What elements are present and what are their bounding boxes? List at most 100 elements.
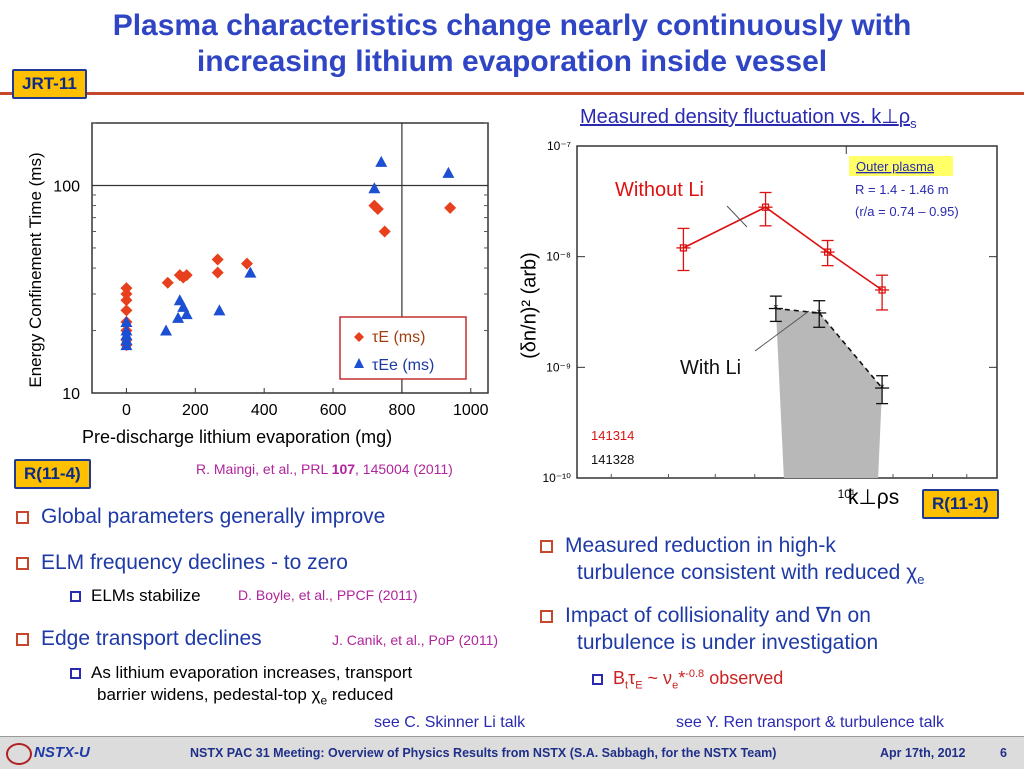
x-tick-label: 600: [320, 402, 347, 419]
tauE-point: [211, 266, 224, 279]
confinement-chart: 0 200 400 600 800 1000 10 100 τE (ms) τEe (ms): [53, 122, 489, 419]
info-box-line-1: Outer plasma: [856, 159, 935, 174]
chart-legend: τE (ms) τEe (ms): [339, 316, 467, 380]
y-tick-label: 10⁻⁷: [547, 139, 571, 153]
scaling-expression: BtτE ~ νe*-0.8: [613, 668, 705, 692]
y-tick-label: 10⁻¹⁰: [543, 471, 572, 485]
tauEe-point: [368, 182, 381, 194]
chi-symbol: χ: [906, 561, 918, 584]
shot-number-red: 141314: [591, 428, 634, 443]
sub-bullet-elms: ELMs stabilize: [70, 585, 201, 607]
bullet-square-icon: [16, 632, 29, 646]
fluctuation-chart: 10⁻⁷ 10⁻⁸ 10⁻⁹ 10⁻¹⁰ 10¹ * * * Without Li With…: [543, 139, 998, 498]
x-tick-label: 10¹: [838, 487, 855, 498]
bullet-line-2: turbulence is under investigation: [577, 631, 879, 654]
tauE-point: [120, 304, 133, 317]
legend-marker-tauEe: [354, 358, 364, 368]
x-tick-label: 0: [122, 402, 131, 419]
ref-boyle: D. Boyle, et al., PPCF (2011): [238, 587, 418, 603]
right-x-axis-label: k⊥ρs: [848, 486, 900, 509]
ref-maingi-vol: 107: [331, 461, 356, 477]
chart-ticks: 0 200 400 600 800 1000 10 100: [53, 122, 489, 419]
ref-canik: J. Canik, et al., PoP (2011): [332, 632, 499, 648]
info-box-line-3: (r/a = 0.74 – 0.95): [855, 204, 959, 219]
x-tick-label: 400: [251, 402, 278, 419]
info-box: Outer plasma R = 1.4 - 1.46 m (r/a = 0.7…: [849, 156, 959, 219]
y-tick-label: 100: [53, 178, 80, 195]
shot-number-black: 141328: [591, 452, 634, 467]
tauEe-point: [160, 324, 173, 336]
sub-bullet-text: ELMs stabilize: [91, 586, 201, 605]
ref-maingi-pre: R. Maingi, et al., PRL: [196, 461, 332, 477]
tauEe-point: [120, 339, 133, 351]
chi-symbol: χ: [311, 685, 321, 704]
annotation-with-li: With Li: [680, 357, 741, 379]
tauE-point: [444, 201, 457, 214]
data-point-square: [679, 244, 688, 252]
tauE-point: [161, 276, 174, 289]
right-y-axis-label: (δn/n)² (arb): [518, 252, 541, 359]
tauE-point: [240, 257, 253, 270]
bullet-line-1: Impact of collisionality and: [565, 604, 816, 627]
e-subscript: e: [917, 572, 925, 588]
bullet-text: Edge transport declines: [41, 627, 262, 650]
see-skinner-link[interactable]: see C. Skinner Li talk: [374, 714, 526, 731]
tag-jrt: JRT-11: [12, 69, 87, 99]
bullet-elm-frequency: ELM frequency declines - to zero: [16, 550, 348, 575]
data-point-star: *: [817, 306, 822, 320]
series-line-segment: [827, 251, 883, 291]
nstx-logo-icon: [6, 743, 32, 765]
bullet-text: ELM frequency declines - to zero: [41, 551, 348, 574]
y-tick-label: 10⁻⁹: [546, 360, 571, 374]
legend-box: [339, 316, 467, 380]
series-line-segment: [683, 206, 766, 249]
annotation-without-li: Without Li: [615, 179, 704, 201]
bullet-line-1: Measured reduction in high-k: [565, 534, 836, 557]
tauE-point: [120, 287, 133, 300]
chart-ticks: 10⁻⁷ 10⁻⁸ 10⁻⁹ 10⁻¹⁰ 10¹: [543, 139, 997, 498]
bullet-square-icon: [16, 556, 29, 570]
tauEe-point: [180, 308, 193, 320]
bullet-square-icon: [540, 609, 553, 623]
left-x-axis-label: Pre-discharge lithium evaporation (mg): [82, 427, 393, 447]
right-chart-title-text: Measured density fluctuation vs. k: [580, 106, 882, 128]
rho-symbol: ρ: [898, 106, 911, 128]
bullet-high-k: Measured reduction in high-k turbulence …: [540, 532, 924, 593]
tauE-point: [378, 225, 391, 238]
sub-bullet-square-icon: [70, 591, 81, 603]
title-line-1: Plasma characteristics change nearly con…: [112, 9, 912, 42]
x-tick-label: 800: [389, 402, 416, 419]
x-tick-label: 1000: [453, 402, 489, 419]
bullet-line-1-sym: ∇n on: [815, 604, 871, 627]
series-line-segment: [818, 312, 883, 389]
footer-logo-text: NSTX-U: [34, 744, 90, 761]
tauEe-point: [442, 166, 455, 178]
ref-maingi-post: , 145004 (2011): [355, 461, 453, 477]
s-subscript: s: [910, 116, 917, 131]
sub-bullet-transport: As lithium evaporation increases, transp…: [70, 662, 412, 711]
info-box-highlight: [849, 156, 953, 176]
footer-meeting-text: NSTX PAC 31 Meeting: Overview of Physics…: [190, 746, 777, 760]
chart-series: * * *: [676, 191, 890, 405]
y-tick-label: 10⁻⁸: [546, 250, 571, 264]
bullet-square-icon: [540, 539, 553, 553]
reduction-shading: [775, 308, 883, 478]
bullet-edge-transport: Edge transport declines: [16, 626, 262, 651]
data-point-square: [823, 248, 832, 256]
sub-bullet-square-icon: [592, 673, 603, 685]
title-divider: [0, 92, 1024, 95]
annotation-without-arrow: [726, 205, 748, 228]
legend-label-tauEe: τEe (ms): [372, 357, 434, 374]
legend-marker-tauE: [354, 332, 364, 342]
bullet-line-2: turbulence consistent with reduced: [577, 561, 907, 584]
slide-title: Plasma characteristics change nearly con…: [30, 8, 994, 80]
footer-date: Apr 17th, 2012: [880, 746, 966, 760]
e-subscript: e: [320, 693, 328, 708]
see-ren-link[interactable]: see Y. Ren transport & turbulence talk: [676, 714, 945, 731]
footer-bar: NSTX-U NSTX PAC 31 Meeting: Overview of …: [0, 736, 1024, 769]
perp-symbol: ⊥: [881, 106, 899, 128]
tauEe-point: [120, 315, 133, 327]
bullet-global-params: Global parameters generally improve: [16, 504, 385, 529]
info-box-line-2: R = 1.4 - 1.46 m: [855, 182, 949, 197]
tauEe-point: [375, 155, 388, 167]
